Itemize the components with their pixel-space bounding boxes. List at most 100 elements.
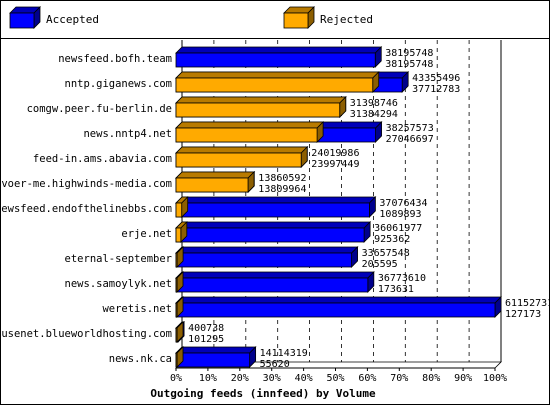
- bar-rejected-5-front: [175, 177, 249, 193]
- category-label-4: feed-in.ams.abavia.com: [33, 153, 172, 165]
- bar-accepted-8-top: [175, 246, 359, 254]
- value-label-rejected-4: 23997449: [311, 159, 359, 170]
- bars: [175, 46, 502, 368]
- legend-rejected-swatch: [283, 6, 315, 29]
- bar-rejected-2-front: [175, 102, 341, 118]
- value-label-accepted-9: 36773610: [378, 273, 426, 284]
- bar-rejected-8-front: [175, 252, 178, 268]
- bar-rejected-6: [175, 196, 189, 218]
- value-label-rejected-5: 13809964: [258, 184, 306, 195]
- bar-accepted-9-top: [175, 271, 375, 279]
- bar-rejected-7-front: [175, 227, 182, 243]
- bar-accepted-7-top: [175, 221, 372, 229]
- bar-accepted-9: [175, 271, 375, 293]
- x-tick-label-8: 80%: [422, 373, 440, 384]
- value-label-accepted-12: 14114319: [260, 348, 308, 359]
- legend-accepted-swatch-front: [9, 12, 35, 29]
- bar-accepted-6-front: [175, 202, 370, 218]
- value-label-accepted-0: 38195748: [385, 48, 433, 59]
- bar-rejected-2-top: [175, 96, 347, 104]
- value-label-rejected-1: 37712783: [412, 84, 460, 95]
- legend: Accepted Rejected: [9, 6, 373, 29]
- x-tick-label-5: 50%: [326, 373, 344, 384]
- x-tick-label-4: 40%: [295, 373, 313, 384]
- x-tick-label-10: 100%: [483, 373, 507, 384]
- bar-accepted-6-top: [175, 196, 377, 204]
- value-label-rejected-11: 101295: [188, 334, 224, 345]
- bar-rejected-7: [175, 221, 188, 243]
- bar-rejected-12-front: [175, 352, 178, 368]
- x-tick-label-3: 30%: [263, 373, 281, 384]
- value-label-accepted-6: 37076434: [379, 198, 427, 209]
- bar-rejected-3: [175, 121, 325, 143]
- bar-rejected-10-front: [175, 302, 178, 318]
- value-label-rejected-3: 27046697: [386, 134, 434, 145]
- bar-accepted-9-front: [175, 277, 369, 293]
- value-label-accepted-8: 33657548: [362, 248, 410, 259]
- value-label-accepted-1: 43355496: [412, 73, 460, 84]
- bar-rejected-4: [175, 146, 309, 168]
- value-label-rejected-0: 38195748: [385, 59, 433, 70]
- bar-rejected-8: [175, 246, 185, 268]
- x-tick-label-7: 70%: [390, 373, 408, 384]
- value-label-rejected-12: 55620: [260, 359, 290, 370]
- bar-rejected-5: [175, 171, 256, 193]
- bar-accepted-8: [175, 246, 359, 268]
- bar-accepted-12: [175, 346, 257, 368]
- category-label-0: newsfeed.bofh.team: [58, 53, 172, 65]
- bar-rejected-6-front: [175, 202, 183, 218]
- category-label-6: newsfeed.endofthelinebbs.com: [0, 203, 172, 215]
- bar-accepted-12-top: [175, 346, 257, 354]
- bar-rejected-1: [175, 71, 380, 93]
- value-label-rejected-6: 1089893: [379, 209, 421, 220]
- value-label-rejected-10: 127173: [505, 309, 541, 320]
- category-label-12: news.nk.ca: [109, 353, 172, 365]
- value-label-accepted-10: 61152731: [505, 298, 550, 309]
- value-label-accepted-3: 38257573: [386, 123, 434, 134]
- bar-accepted-10-front: [175, 302, 496, 318]
- bar-rejected-9: [175, 271, 184, 293]
- bar-rejected-11-front: [175, 327, 178, 343]
- bar-rejected-2: [175, 96, 347, 118]
- category-label-1: nntp.giganews.com: [65, 78, 172, 90]
- bar-rejected-5-top: [175, 171, 256, 179]
- x-tick-label-9: 90%: [454, 373, 472, 384]
- x-tick-label-0: 0%: [170, 373, 182, 384]
- bar-rejected-4-top: [175, 146, 309, 154]
- value-label-accepted-7: 36061977: [374, 223, 422, 234]
- bar-accepted-6: [175, 196, 377, 218]
- bar-accepted-7-front: [175, 227, 365, 243]
- bar-rejected-10: [175, 296, 184, 318]
- bar-rejected-4-front: [175, 152, 302, 168]
- value-label-rejected-8: 205595: [362, 259, 398, 270]
- legend-accepted: Accepted: [9, 6, 99, 29]
- value-label-accepted-11: 400738: [188, 323, 224, 334]
- bar-accepted-12-front: [175, 352, 251, 368]
- category-label-5: voer-me.highwinds-media.com: [1, 178, 172, 190]
- x-tick-label-1: 10%: [199, 373, 217, 384]
- bar-rejected-3-front: [175, 127, 318, 143]
- legend-rejected: Rejected: [283, 6, 373, 29]
- bar-accepted-10: [175, 296, 502, 318]
- bar-accepted-7: [175, 221, 372, 243]
- bar-rejected-3-top: [175, 121, 325, 129]
- category-label-9: news.samoylyk.net: [65, 278, 172, 290]
- category-label-3: news.nntp4.net: [83, 128, 172, 140]
- legend-accepted-label: Accepted: [46, 13, 99, 26]
- bar-rejected-12: [175, 346, 184, 368]
- bar-accepted-8-front: [175, 252, 352, 268]
- value-label-accepted-2: 31398746: [350, 98, 398, 109]
- bar-rejected-1-top: [175, 71, 380, 79]
- bar-rejected-1-front: [175, 77, 374, 93]
- category-label-8: eternal-september: [65, 253, 172, 265]
- category-label-2: comgw.peer.fu-berlin.de: [27, 103, 172, 115]
- value-label-rejected-9: 173631: [378, 284, 414, 295]
- x-tick-label-2: 20%: [231, 373, 249, 384]
- bar-accepted-10-top: [175, 296, 502, 304]
- category-label-11: usenet.blueworldhosting.com: [1, 328, 172, 340]
- value-label-rejected-2: 31384294: [350, 109, 398, 120]
- bar-accepted-0-front: [175, 52, 376, 68]
